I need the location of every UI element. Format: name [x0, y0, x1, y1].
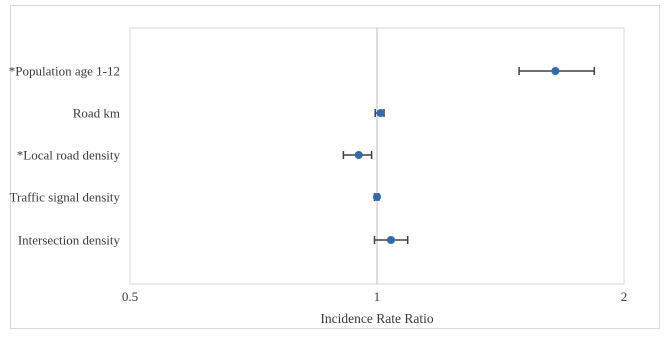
x-axis-title: Incidence Rate Ratio: [320, 311, 433, 326]
estimate-point: [551, 67, 560, 75]
estimate-row: [518, 67, 596, 75]
x-tick-label: 1: [374, 289, 381, 304]
estimate-point: [386, 236, 395, 244]
category-label: Road km: [73, 106, 120, 121]
estimate-point: [354, 151, 363, 159]
x-tick-label: 0.5: [122, 289, 138, 304]
estimate-point: [376, 109, 385, 117]
category-label: Traffic signal density: [10, 190, 121, 205]
category-label: Intersection density: [18, 233, 121, 248]
chart-frame: [10, 5, 660, 329]
estimate-row: [373, 236, 409, 244]
estimate-row: [342, 151, 373, 159]
category-label: *Population age 1-12: [9, 64, 120, 79]
estimate-row: [374, 109, 385, 117]
category-label: *Local road density: [17, 148, 121, 163]
estimate-point: [373, 193, 381, 201]
estimate-row: [373, 193, 381, 201]
x-tick-label: 2: [621, 289, 628, 304]
